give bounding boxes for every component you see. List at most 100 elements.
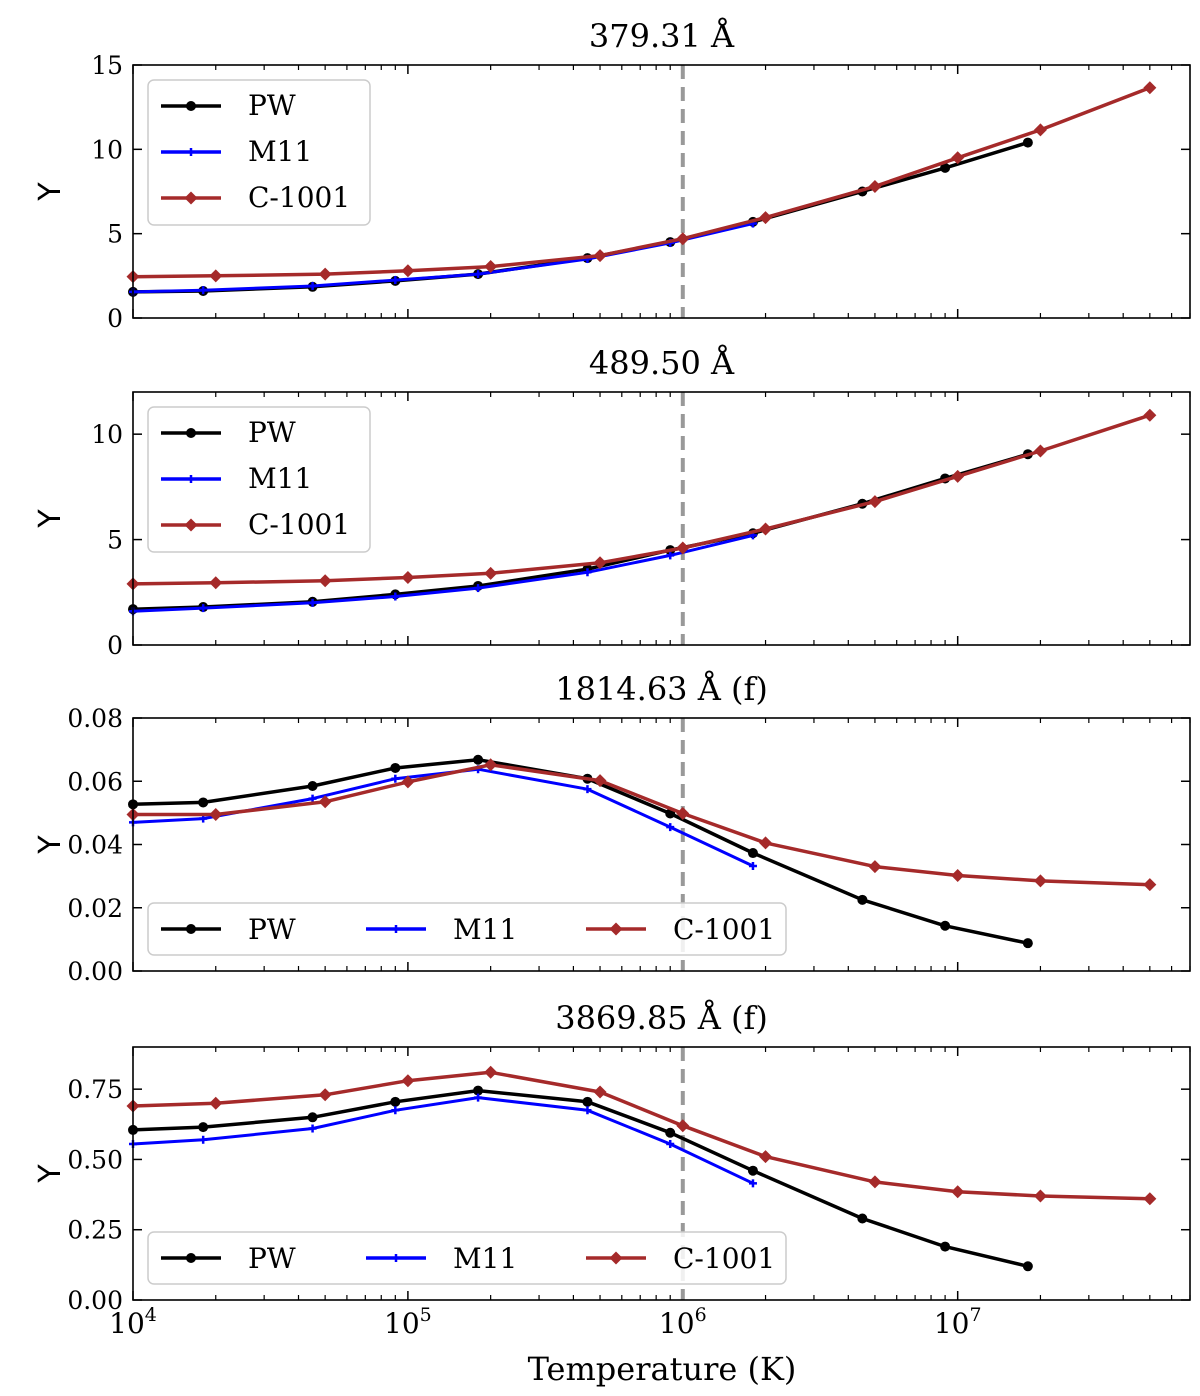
- data-point-pw: [390, 1096, 401, 1107]
- series-line-c-1001: [133, 763, 1150, 887]
- x-tick-base: 10: [659, 1307, 695, 1340]
- chart-panel-3: 1814.63 Å (f) Y 0.00 0.02 0.04 0.06 0.08 PW M11 C…: [33, 670, 1191, 986]
- plot-frame: [132, 391, 1191, 646]
- data-point-c-1001: [868, 495, 882, 509]
- y-axis-label: Y: [33, 509, 68, 529]
- data-point-c-1001: [484, 260, 498, 274]
- chart-panel-2: 489.50 Å Y 0 5 10 PW M11 C-1001: [33, 344, 1191, 660]
- data-point-pw: [665, 1127, 676, 1138]
- data-point-c-1001: [759, 836, 773, 850]
- data-point-c-1001: [1033, 1189, 1047, 1203]
- data-point-pw: [390, 762, 401, 773]
- data-point-m11: [308, 598, 317, 607]
- data-point-c-1001: [951, 469, 965, 483]
- data-point-c-1001: [676, 541, 690, 555]
- x-tick-exponent: 4: [145, 1304, 157, 1326]
- series-line-c-1001: [132, 1070, 1150, 1201]
- data-point-c-1001: [868, 1175, 882, 1189]
- legend-label: M11: [248, 135, 312, 168]
- x-tick-label: 106: [659, 1304, 707, 1340]
- x-tick-base: 10: [934, 1307, 970, 1340]
- x-axis-label: Temperature (K): [528, 1350, 797, 1388]
- x-tick-base: 10: [384, 1307, 420, 1340]
- data-point-m11: [199, 604, 208, 613]
- legend-marker: [186, 101, 196, 111]
- data-point-c-1001: [401, 571, 415, 585]
- data-point-m11: [748, 862, 757, 871]
- y-tick-label: 0.02: [67, 894, 123, 923]
- data-point-c-1001: [868, 860, 882, 874]
- legend-label: C-1001: [248, 181, 350, 214]
- legend: PW M11 C-1001: [147, 406, 371, 553]
- y-tick-label: 0.00: [67, 957, 123, 986]
- y-tick-label: 0.75: [67, 1075, 123, 1104]
- legend-marker: [609, 922, 623, 936]
- data-point-c-1001: [318, 1088, 332, 1102]
- plot-frame: [132, 717, 1191, 972]
- data-point-pw: [198, 797, 209, 808]
- data-point-c-1001: [593, 1085, 607, 1099]
- data-point-c-1001: [401, 1074, 415, 1088]
- data-point-c-1001: [209, 269, 223, 283]
- data-point-pw: [473, 1085, 484, 1096]
- data-point-pw: [1022, 938, 1033, 949]
- data-point-pw: [307, 780, 318, 791]
- x-tick-base: 10: [109, 1307, 145, 1340]
- data-point-c-1001: [484, 566, 498, 580]
- data-point-m11: [583, 568, 592, 577]
- y-tick-label: 0.50: [67, 1145, 123, 1174]
- data-point-c-1001: [759, 522, 773, 536]
- data-point-pw: [940, 1241, 951, 1252]
- data-point-m11: [391, 1106, 400, 1115]
- data-point-c-1001: [484, 758, 498, 772]
- legend-marker: [186, 1253, 196, 1263]
- legend-marker: [186, 428, 196, 438]
- data-point-m11: [474, 584, 483, 593]
- data-point-c-1001: [759, 1150, 773, 1164]
- legend-label: C-1001: [248, 508, 350, 541]
- data-point-m11: [391, 592, 400, 601]
- data-point-m11: [199, 1135, 208, 1144]
- data-point-pw: [198, 1122, 209, 1133]
- y-tick-label: 0.25: [67, 1216, 123, 1245]
- series-line-m11: [132, 1096, 754, 1185]
- y-tick-label: 0.08: [67, 704, 123, 733]
- x-tick-label: 104: [109, 1304, 157, 1340]
- data-point-c-1001: [868, 179, 882, 193]
- chart-title: 1814.63 Å (f): [555, 670, 768, 708]
- data-point-c-1001: [1143, 408, 1157, 422]
- data-point-c-1001: [676, 232, 690, 246]
- data-point-pw: [747, 848, 758, 859]
- legend-label: PW: [248, 1242, 296, 1275]
- data-point-pw: [473, 754, 484, 765]
- data-point-pw: [1022, 1261, 1033, 1272]
- data-point-c-1001: [401, 264, 415, 278]
- data-point-m11: [308, 794, 317, 803]
- y-axis-label: Y: [33, 835, 68, 855]
- y-tick-label: 0: [107, 631, 123, 660]
- data-point-m11: [199, 286, 208, 295]
- data-point-c-1001: [318, 267, 332, 281]
- y-axis-label: Y: [33, 182, 68, 202]
- x-tick-label: 107: [934, 1304, 982, 1340]
- y-tick-label: 15: [91, 51, 123, 80]
- legend-marker: [187, 475, 195, 483]
- data-point-c-1001: [318, 795, 332, 809]
- y-tick-label: 5: [107, 526, 123, 555]
- y-tick-label: 5: [107, 220, 123, 249]
- data-point-c-1001: [209, 576, 223, 590]
- legend-label: M11: [453, 913, 517, 946]
- series-line-m11: [132, 767, 754, 868]
- legend-marker: [184, 518, 198, 532]
- x-tick-label: 105: [384, 1304, 432, 1340]
- legend-label: M11: [453, 1242, 517, 1275]
- legend: PW M11 C-1001: [147, 1231, 787, 1285]
- data-point-c-1001: [1033, 444, 1047, 458]
- legend-marker: [186, 924, 196, 934]
- y-tick-label: 10: [91, 420, 123, 449]
- chart-title: 489.50 Å: [589, 344, 735, 382]
- data-point-m11: [583, 785, 592, 794]
- data-point-m11: [666, 823, 675, 832]
- data-point-m11: [308, 1124, 317, 1133]
- legend-marker: [184, 191, 198, 205]
